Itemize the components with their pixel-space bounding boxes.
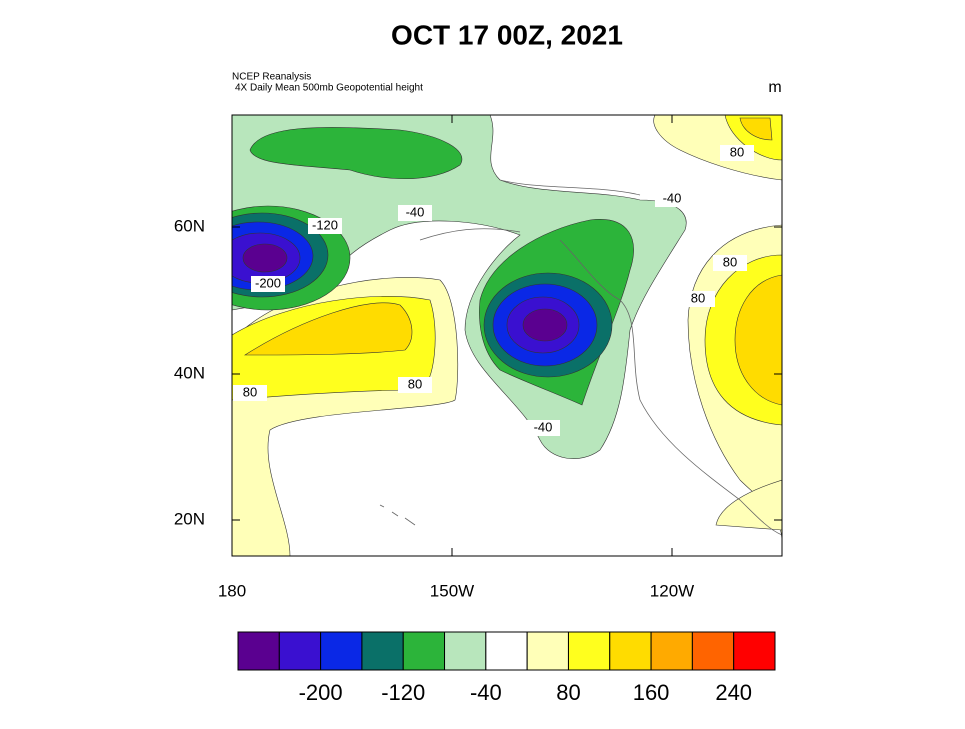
colorbar-box [567, 631, 611, 671]
colorbar-box [361, 631, 404, 671]
title: OCT 17 00Z, 2021 [391, 19, 623, 50]
colorbar-box [485, 631, 528, 671]
contour-fill [715, 479, 782, 531]
colorbar-box [691, 631, 735, 671]
contour-fill [243, 302, 413, 356]
lat-label: 60N [174, 216, 205, 235]
contour-label: -40 [663, 190, 682, 205]
contour-label-bg [655, 191, 689, 207]
lat-label: 20N [174, 509, 205, 528]
lat-label: 40N [174, 363, 205, 382]
contour-fill [739, 117, 773, 141]
colorbar-label: 160 [633, 680, 670, 705]
contour-fill [734, 274, 782, 406]
colorbar-box [237, 631, 280, 671]
colorbar-label: -200 [299, 680, 343, 705]
source-line: NCEP Reanalysis [232, 72, 311, 83]
colorbar-box [278, 631, 322, 671]
source-line: 4X Daily Mean 500mb Geopotential height [235, 83, 423, 94]
contour-label: 80 [730, 144, 744, 159]
colorbar-box [650, 631, 693, 671]
coastline [379, 228, 521, 526]
contour-fill [522, 308, 568, 342]
colorbar-box [609, 631, 652, 671]
colorbar-box [733, 631, 776, 671]
contour-label: 80 [408, 376, 422, 391]
coastline [499, 179, 782, 536]
colorbar-box [402, 631, 446, 671]
contour-label-bg [720, 145, 754, 161]
colorbar-box [320, 631, 363, 671]
coastlines [379, 179, 782, 536]
contour-label-bg [713, 255, 747, 271]
contour-fills [232, 115, 782, 556]
contour-label-bg [251, 276, 285, 292]
contour-label-bg [398, 205, 432, 221]
contour-label-bg [233, 385, 267, 401]
contour-label: -40 [406, 204, 425, 219]
colorbar-box [526, 631, 569, 671]
contour-label-bg [308, 218, 342, 234]
units: m [768, 79, 781, 96]
contour-label: -200 [255, 275, 281, 290]
contour-label-bg [526, 420, 560, 436]
contour-label: 80 [243, 384, 257, 399]
contour-label: 80 [691, 290, 705, 305]
contour-fill [249, 127, 463, 179]
contour-label: -40 [534, 419, 553, 434]
map-frame [231, 114, 783, 557]
contour-fill [242, 243, 288, 273]
contour-label-bg [681, 291, 715, 307]
lon-label: 150W [430, 581, 474, 600]
colorbar-label: -120 [381, 680, 425, 705]
lon-label: 120W [650, 581, 694, 600]
colorbar-label: 240 [715, 680, 752, 705]
contour-label-bg [398, 377, 432, 393]
colorbar-label: -40 [470, 680, 502, 705]
colorbar-box [444, 631, 487, 671]
contour-label: 80 [723, 254, 737, 269]
lon-label: 180 [218, 581, 246, 600]
contour-label: -120 [312, 217, 338, 232]
colorbar-label: 80 [556, 680, 580, 705]
